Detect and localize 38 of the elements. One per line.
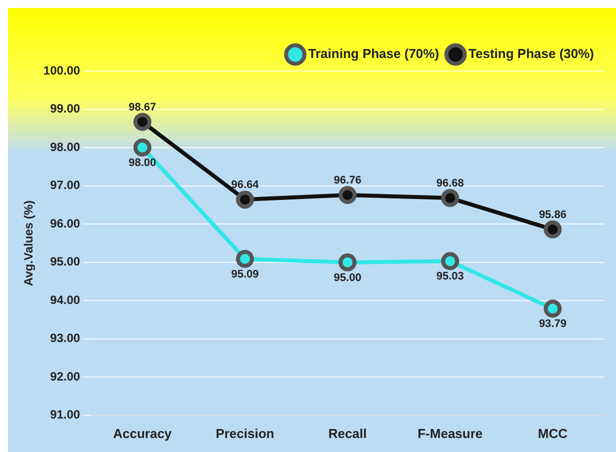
data-label: 98.00 bbox=[128, 157, 156, 170]
data-label: 96.76 bbox=[334, 174, 362, 187]
y-tick-label: 94.00 bbox=[50, 292, 80, 307]
point bbox=[133, 112, 152, 131]
data-label: 93.79 bbox=[538, 318, 566, 330]
data-label: 95.86 bbox=[538, 208, 566, 221]
point bbox=[441, 252, 460, 270]
y-tick-label: 99.00 bbox=[50, 102, 80, 116]
x-tick-label: Recall bbox=[328, 426, 367, 441]
data-label: 96.68 bbox=[436, 178, 464, 190]
point bbox=[236, 190, 254, 209]
data-label: 96.64 bbox=[231, 179, 260, 192]
point bbox=[338, 186, 357, 204]
point bbox=[544, 220, 562, 238]
data-label: 98.67 bbox=[128, 101, 156, 114]
point bbox=[133, 138, 152, 157]
x-tick-label: F-Measure bbox=[418, 426, 483, 441]
data-label: 95.09 bbox=[231, 268, 259, 280]
x-tick-label: Accuracy bbox=[113, 426, 172, 441]
y-tick-label: 97.00 bbox=[50, 178, 80, 192]
point bbox=[338, 253, 357, 272]
y-tick-label: 98.00 bbox=[50, 140, 80, 154]
point bbox=[441, 189, 460, 208]
y-tick-label: 96.00 bbox=[50, 216, 80, 230]
point bbox=[544, 300, 562, 318]
data-label: 95.03 bbox=[436, 270, 464, 283]
legend-label: Training Phase (70%) bbox=[308, 46, 440, 62]
y-tick-label: 92.00 bbox=[50, 369, 80, 384]
x-tick-label: MCC bbox=[538, 426, 568, 441]
legend-label: Testing Phase (30%) bbox=[468, 46, 594, 62]
y-axis-title: Avg.Values (%) bbox=[22, 200, 36, 286]
data-label: 95.00 bbox=[334, 272, 362, 284]
point bbox=[236, 250, 254, 268]
x-tick-label: Precision bbox=[216, 426, 274, 441]
y-tick-label: 95.00 bbox=[50, 254, 80, 269]
y-tick-label: 100.00 bbox=[43, 63, 80, 78]
y-tick-label: 93.00 bbox=[50, 331, 80, 346]
y-tick-label: 91.00 bbox=[50, 408, 80, 422]
